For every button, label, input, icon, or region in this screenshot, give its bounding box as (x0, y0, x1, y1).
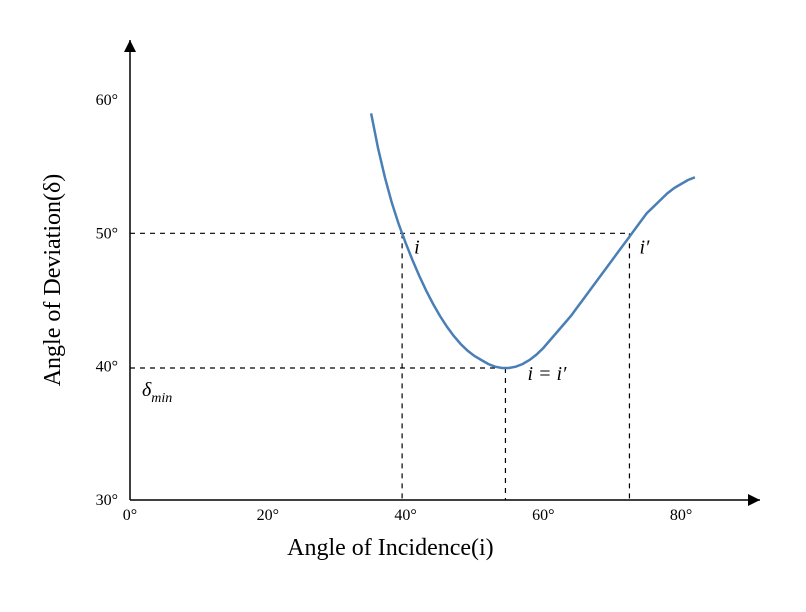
label-delta-min: δmin (142, 379, 172, 406)
x-tick-label: 60° (532, 507, 554, 524)
x-tick-label: 40° (394, 507, 416, 524)
x-tick-label: 0° (123, 507, 137, 524)
label-i-prime: i′ (639, 236, 650, 258)
x-axis-title: Angle of Incidence(i) (287, 535, 494, 561)
x-axis-arrow (748, 494, 760, 506)
y-axis-title: Angle of Deviation(δ) (40, 174, 66, 387)
y-tick-label: 60° (96, 92, 118, 109)
y-axis-arrow (124, 40, 136, 52)
y-tick-label: 40° (96, 359, 118, 376)
x-tick-label: 80° (670, 507, 692, 524)
x-tick-label: 20° (257, 507, 279, 524)
y-tick-label: 30° (96, 492, 118, 509)
label-i: i (414, 236, 420, 258)
y-tick-label: 50° (96, 225, 118, 242)
label-i-eq-iprime: i = i′ (527, 363, 567, 385)
